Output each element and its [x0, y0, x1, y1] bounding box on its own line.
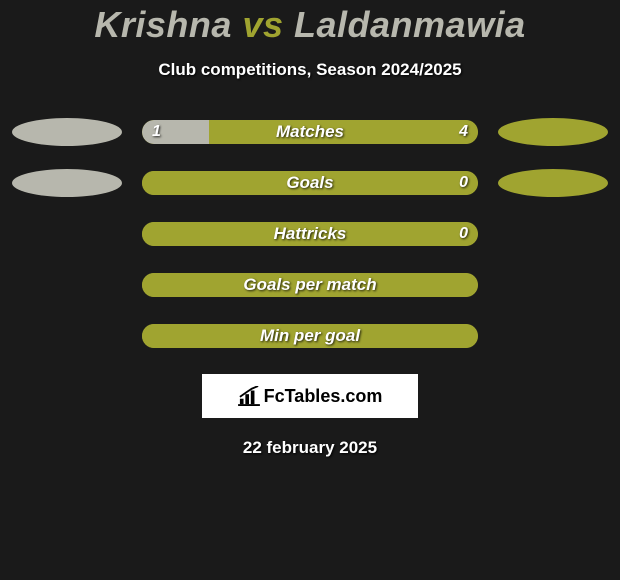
stat-bar: Min per goal: [142, 324, 478, 348]
title-player2: Laldanmawia: [294, 4, 526, 45]
page-title: Krishna vs Laldanmawia: [94, 4, 525, 46]
stat-row: Hattricks0: [0, 220, 620, 248]
stat-row: Min per goal: [0, 322, 620, 350]
bar-label: Matches: [142, 122, 478, 142]
stat-bar: Matches1 4: [142, 120, 478, 144]
title-vs: vs: [242, 4, 283, 45]
subtitle: Club competitions, Season 2024/2025: [158, 60, 461, 80]
bar-value-right: 0: [459, 174, 468, 192]
stat-bar: Goals0: [142, 171, 478, 195]
bar-label: Goals: [142, 173, 478, 193]
date-label: 22 february 2025: [243, 438, 377, 458]
bar-label: Min per goal: [142, 326, 478, 346]
logo-box: FcTables.com: [202, 374, 418, 418]
right-ellipse: [498, 118, 608, 146]
bar-chart-icon: [238, 386, 260, 406]
bar-value-right: 0: [459, 225, 468, 243]
comparison-infographic: Krishna vs Laldanmawia Club competitions…: [0, 0, 620, 458]
left-ellipse: [12, 118, 122, 146]
left-ellipse: [12, 169, 122, 197]
bar-value-right: 4: [459, 123, 468, 141]
stat-row: Matches1 4: [0, 118, 620, 146]
title-player1: Krishna: [94, 4, 232, 45]
bar-label: Hattricks: [142, 224, 478, 244]
stat-bar: Goals per match: [142, 273, 478, 297]
right-ellipse: [498, 169, 608, 197]
stat-row: Goals0: [0, 169, 620, 197]
bar-value-left: 1: [152, 123, 161, 141]
stat-rows: Matches14Goals0Hattricks0Goals per match…: [0, 118, 620, 350]
stat-bar: Hattricks0: [142, 222, 478, 246]
stat-row: Goals per match: [0, 271, 620, 299]
logo-text: FcTables.com: [264, 386, 383, 407]
bar-label: Goals per match: [142, 275, 478, 295]
